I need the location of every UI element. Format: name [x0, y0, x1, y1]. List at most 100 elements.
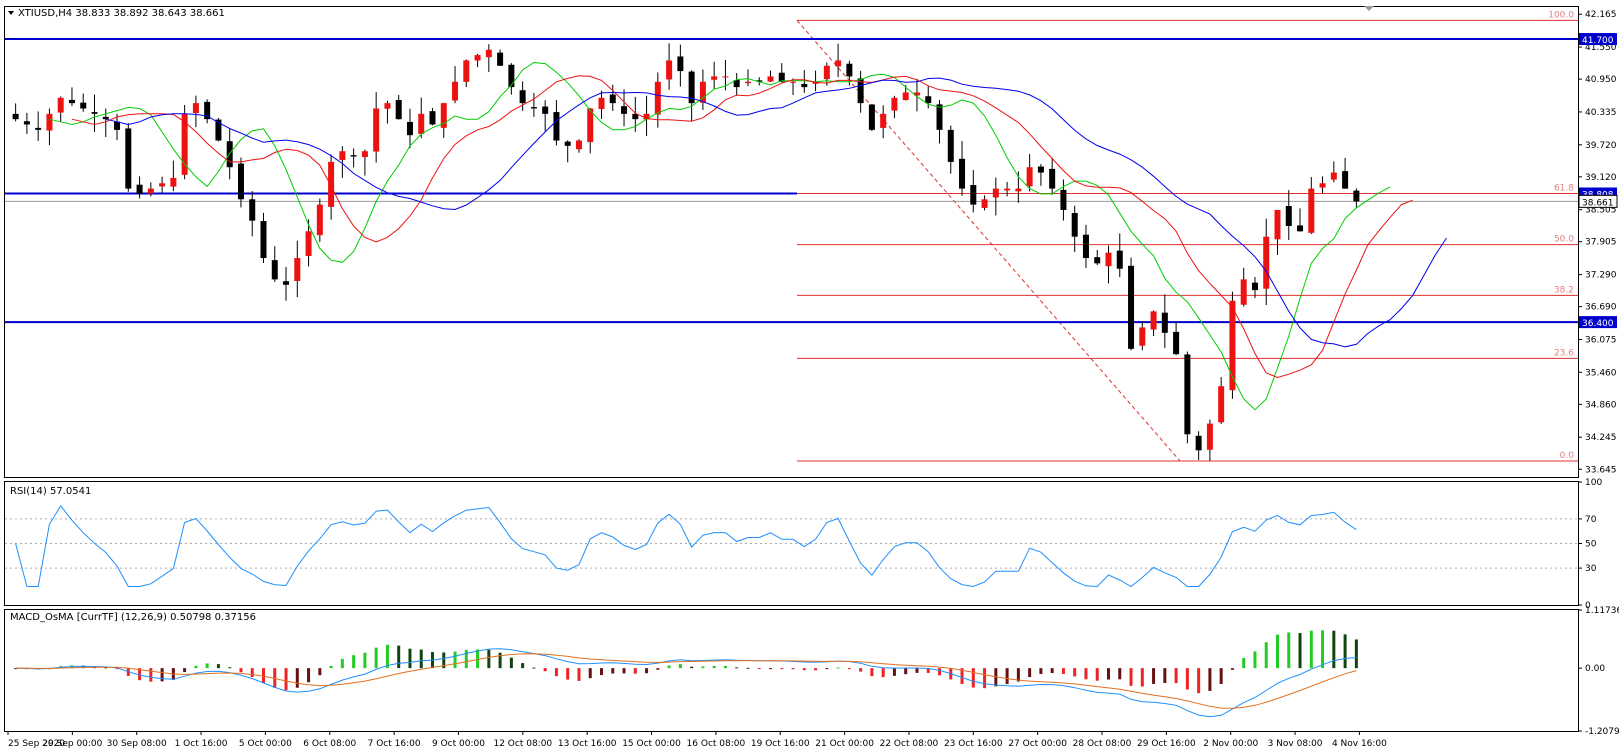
- candle-body[interactable]: [91, 112, 98, 114]
- candle-body[interactable]: [1353, 190, 1360, 202]
- candle-body[interactable]: [575, 140, 582, 150]
- candle-body[interactable]: [756, 80, 763, 82]
- macd-panel[interactable]: [4, 609, 1579, 732]
- candle-body[interactable]: [463, 60, 470, 82]
- candle-body[interactable]: [530, 107, 537, 109]
- candle-body[interactable]: [497, 52, 504, 66]
- candle-body[interactable]: [868, 104, 875, 130]
- candle-body[interactable]: [733, 80, 740, 88]
- candle-body[interactable]: [666, 60, 673, 80]
- candle-body[interactable]: [722, 76, 729, 78]
- candle-body[interactable]: [361, 151, 368, 158]
- scroll-marker-icon[interactable]: [1364, 6, 1374, 11]
- candle-body[interactable]: [632, 113, 639, 120]
- candle-body[interactable]: [271, 260, 278, 280]
- candle-body[interactable]: [1128, 265, 1135, 349]
- candle-body[interactable]: [350, 155, 357, 157]
- candle-body[interactable]: [1274, 209, 1281, 240]
- candle-body[interactable]: [260, 221, 267, 259]
- candle-body[interactable]: [136, 184, 143, 194]
- candle-body[interactable]: [429, 111, 436, 125]
- candle-body[interactable]: [170, 177, 177, 187]
- candle-body[interactable]: [1218, 386, 1225, 423]
- candle-body[interactable]: [316, 204, 323, 236]
- candle-body[interactable]: [294, 258, 301, 281]
- candle-body[interactable]: [305, 231, 312, 257]
- candle-body[interactable]: [57, 97, 64, 113]
- candle-body[interactable]: [598, 97, 605, 109]
- candle-body[interactable]: [744, 81, 751, 84]
- candle-body[interactable]: [970, 185, 977, 205]
- candle-body[interactable]: [1342, 171, 1349, 189]
- candle-body[interactable]: [880, 113, 887, 128]
- candle-body[interactable]: [237, 163, 244, 200]
- candle-body[interactable]: [192, 103, 199, 113]
- candle-body[interactable]: [801, 83, 808, 88]
- candle-body[interactable]: [406, 121, 413, 136]
- candle-body[interactable]: [508, 64, 515, 88]
- candle-body[interactable]: [688, 71, 695, 104]
- candle-body[interactable]: [936, 104, 943, 130]
- candle-body[interactable]: [621, 106, 628, 114]
- candle-body[interactable]: [249, 199, 256, 221]
- candle-body[interactable]: [519, 90, 526, 104]
- candle-body[interactable]: [1037, 166, 1044, 173]
- candle-body[interactable]: [46, 113, 53, 131]
- candle-body[interactable]: [992, 188, 999, 198]
- candle-body[interactable]: [959, 158, 966, 189]
- candle-body[interactable]: [587, 108, 594, 143]
- candle-body[interactable]: [181, 113, 188, 175]
- candle-body[interactable]: [1285, 205, 1292, 226]
- candle-body[interactable]: [474, 55, 481, 61]
- candle-body[interactable]: [947, 129, 954, 162]
- candle-body[interactable]: [981, 199, 988, 208]
- candle-body[interactable]: [384, 103, 391, 109]
- candle-body[interactable]: [35, 127, 42, 130]
- candle-body[interactable]: [925, 96, 932, 104]
- candle-body[interactable]: [12, 113, 19, 120]
- candle-body[interactable]: [1173, 331, 1180, 355]
- candle-body[interactable]: [767, 76, 774, 82]
- candle-body[interactable]: [147, 188, 154, 194]
- collapse-triangle-icon[interactable]: [8, 11, 14, 15]
- candle-body[interactable]: [215, 119, 222, 141]
- candle-body[interactable]: [778, 72, 785, 82]
- candle-body[interactable]: [823, 65, 830, 80]
- candle-body[interactable]: [1319, 183, 1326, 188]
- candle-body[interactable]: [328, 161, 335, 207]
- candle-body[interactable]: [542, 106, 549, 114]
- candle-body[interactable]: [440, 103, 447, 128]
- candle-body[interactable]: [1229, 300, 1236, 391]
- candle-body[interactable]: [1004, 188, 1011, 191]
- candle-body[interactable]: [609, 94, 616, 104]
- candle-body[interactable]: [204, 101, 211, 120]
- candle-body[interactable]: [913, 92, 920, 96]
- candle-body[interactable]: [339, 151, 346, 160]
- candle-body[interactable]: [373, 108, 380, 152]
- candle-body[interactable]: [1082, 234, 1089, 259]
- candle-body[interactable]: [1297, 225, 1304, 232]
- candle-body[interactable]: [790, 81, 797, 83]
- candle-body[interactable]: [553, 112, 560, 141]
- candle-body[interactable]: [283, 281, 290, 285]
- candle-body[interactable]: [1105, 252, 1112, 267]
- candle-body[interactable]: [902, 92, 909, 101]
- candle-body[interactable]: [1060, 189, 1067, 210]
- candle-body[interactable]: [677, 56, 684, 72]
- candle-body[interactable]: [1263, 236, 1270, 289]
- candle-body[interactable]: [1206, 423, 1213, 450]
- candle-body[interactable]: [114, 121, 121, 130]
- candle-body[interactable]: [857, 78, 864, 104]
- candle-body[interactable]: [1071, 212, 1078, 237]
- candle-body[interactable]: [1251, 282, 1258, 291]
- candle-body[interactable]: [1330, 172, 1337, 180]
- candle-body[interactable]: [125, 128, 132, 189]
- candle-body[interactable]: [1184, 354, 1191, 435]
- candle-body[interactable]: [102, 116, 109, 120]
- candle-body[interactable]: [23, 121, 30, 125]
- candle-body[interactable]: [643, 113, 650, 120]
- candle-body[interactable]: [1161, 312, 1168, 333]
- candle-body[interactable]: [1139, 327, 1146, 346]
